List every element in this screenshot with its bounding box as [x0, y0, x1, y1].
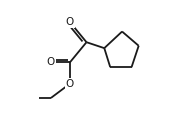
- Text: O: O: [47, 57, 55, 67]
- Text: O: O: [66, 17, 74, 27]
- Text: O: O: [66, 79, 74, 89]
